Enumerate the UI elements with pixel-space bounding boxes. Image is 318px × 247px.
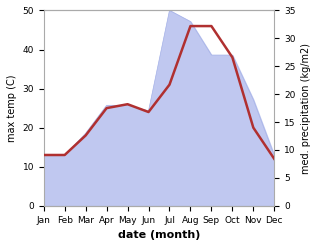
X-axis label: date (month): date (month) <box>118 230 200 240</box>
Y-axis label: max temp (C): max temp (C) <box>7 74 17 142</box>
Y-axis label: med. precipitation (kg/m2): med. precipitation (kg/m2) <box>301 43 311 174</box>
